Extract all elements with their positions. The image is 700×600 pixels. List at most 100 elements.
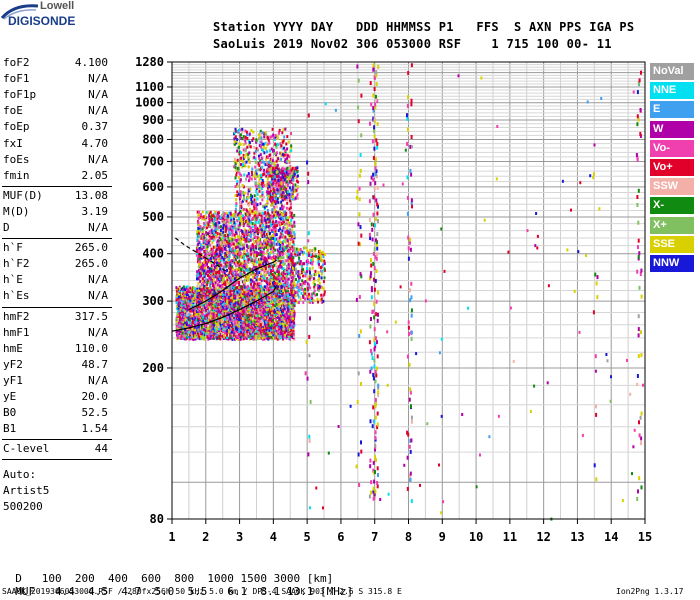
echo-point bbox=[271, 203, 274, 207]
echo-point bbox=[273, 337, 275, 340]
echo-point bbox=[291, 249, 294, 253]
echo-point bbox=[268, 253, 271, 257]
echo-point bbox=[204, 266, 207, 270]
param-value: 4.100 bbox=[74, 56, 108, 69]
echo-point bbox=[252, 310, 255, 313]
echo-point bbox=[274, 336, 277, 340]
echo-point bbox=[241, 247, 244, 251]
echo-point bbox=[255, 290, 258, 294]
echo-point bbox=[221, 312, 224, 316]
echo-point bbox=[229, 237, 232, 240]
echo-point bbox=[273, 221, 276, 225]
echo-point bbox=[267, 337, 270, 341]
echo-point bbox=[280, 319, 283, 323]
echo-point bbox=[275, 188, 277, 192]
echo-point bbox=[275, 213, 277, 217]
echo-point bbox=[261, 156, 264, 160]
echo-point bbox=[236, 255, 239, 259]
param-name: D bbox=[3, 221, 10, 234]
echo-point bbox=[233, 273, 236, 277]
echo-point bbox=[224, 322, 227, 326]
echo-point bbox=[238, 330, 240, 333]
echo-point bbox=[257, 133, 260, 137]
echo-point bbox=[255, 207, 258, 211]
echo-point bbox=[258, 177, 261, 181]
echo-point bbox=[206, 250, 209, 254]
echo-point bbox=[276, 173, 279, 176]
echo-point bbox=[250, 198, 253, 201]
echo-point bbox=[225, 310, 228, 314]
echo-point bbox=[269, 163, 272, 167]
echo-point bbox=[237, 145, 240, 149]
echo-point bbox=[185, 320, 188, 324]
echo-point bbox=[280, 252, 283, 255]
echo-point bbox=[272, 192, 274, 196]
echo-point bbox=[236, 219, 239, 223]
echo-point bbox=[258, 323, 261, 327]
echo-point bbox=[286, 239, 289, 243]
echo-point bbox=[260, 274, 262, 278]
echo-point bbox=[289, 337, 292, 341]
echo-point bbox=[292, 308, 295, 312]
echo-point bbox=[282, 296, 285, 299]
echo-point bbox=[241, 319, 244, 323]
echo-point bbox=[196, 210, 199, 214]
echo-point bbox=[198, 314, 201, 317]
echo-point bbox=[236, 261, 239, 265]
echo-point bbox=[263, 266, 266, 270]
echo-point bbox=[286, 305, 289, 309]
echo-point bbox=[274, 229, 277, 233]
echo-point bbox=[273, 136, 276, 140]
echo-point bbox=[247, 157, 250, 161]
echo-point bbox=[199, 266, 202, 270]
echo-point bbox=[239, 285, 242, 289]
echo-point bbox=[189, 311, 192, 315]
echo-point bbox=[234, 334, 237, 337]
echo-point bbox=[275, 306, 278, 310]
echo-point bbox=[226, 304, 229, 308]
echo-point bbox=[262, 183, 265, 187]
echo-point bbox=[199, 314, 202, 318]
logo-line2: DIGISONDE bbox=[8, 14, 76, 28]
param-value: N/A bbox=[88, 273, 108, 287]
param-separator bbox=[2, 238, 112, 240]
echo-point bbox=[274, 324, 277, 328]
echo-point bbox=[206, 244, 209, 248]
echo-point bbox=[262, 205, 265, 208]
echo-point bbox=[255, 239, 258, 243]
echo-point bbox=[186, 312, 189, 316]
echo-point bbox=[185, 298, 188, 302]
echo-point bbox=[284, 296, 286, 299]
echo-point bbox=[288, 186, 291, 190]
echo-point bbox=[226, 333, 229, 337]
echo-point bbox=[177, 334, 180, 338]
echo-point bbox=[285, 278, 288, 282]
echo-point bbox=[239, 197, 241, 201]
echo-point bbox=[223, 323, 226, 327]
echo-point bbox=[247, 319, 250, 323]
echo-point bbox=[233, 314, 235, 317]
echo-point bbox=[240, 312, 243, 316]
echo-point bbox=[291, 197, 294, 201]
echo-point bbox=[195, 297, 198, 301]
echo-point bbox=[277, 174, 280, 178]
echo-point bbox=[229, 266, 231, 270]
echo-point bbox=[227, 323, 230, 327]
echo-point bbox=[280, 308, 283, 312]
echo-point bbox=[240, 255, 243, 259]
echo-point bbox=[203, 221, 205, 225]
echo-point bbox=[287, 140, 290, 144]
echo-point bbox=[215, 271, 218, 275]
echo-point bbox=[292, 305, 295, 309]
echo-point bbox=[290, 146, 292, 150]
echo-point bbox=[267, 186, 269, 190]
echo-point bbox=[275, 261, 278, 265]
echo-point bbox=[221, 305, 224, 309]
param-value: 20.0 bbox=[81, 390, 109, 403]
echo-point bbox=[285, 249, 288, 253]
echo-point bbox=[270, 319, 273, 323]
echo-point bbox=[231, 241, 234, 245]
echo-point bbox=[282, 180, 285, 184]
echo-point bbox=[236, 296, 239, 300]
echo-point bbox=[238, 217, 240, 221]
